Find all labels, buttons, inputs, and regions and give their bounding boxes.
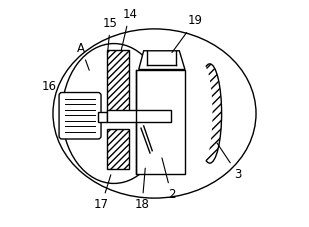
FancyBboxPatch shape <box>59 93 101 139</box>
Bar <box>98 112 107 122</box>
Bar <box>107 129 129 169</box>
Ellipse shape <box>198 64 222 163</box>
Text: 15: 15 <box>103 17 118 54</box>
Text: 16: 16 <box>42 80 62 98</box>
Text: 18: 18 <box>135 168 150 211</box>
Bar <box>137 69 185 174</box>
Ellipse shape <box>192 64 213 163</box>
Text: 3: 3 <box>217 143 242 181</box>
Text: 2: 2 <box>162 158 175 201</box>
Text: A: A <box>77 42 89 70</box>
Polygon shape <box>139 51 185 69</box>
Text: 19: 19 <box>172 15 203 53</box>
Text: 14: 14 <box>121 8 137 50</box>
Bar <box>107 50 129 115</box>
Text: 17: 17 <box>94 175 111 211</box>
Ellipse shape <box>53 29 256 198</box>
Bar <box>107 110 171 122</box>
